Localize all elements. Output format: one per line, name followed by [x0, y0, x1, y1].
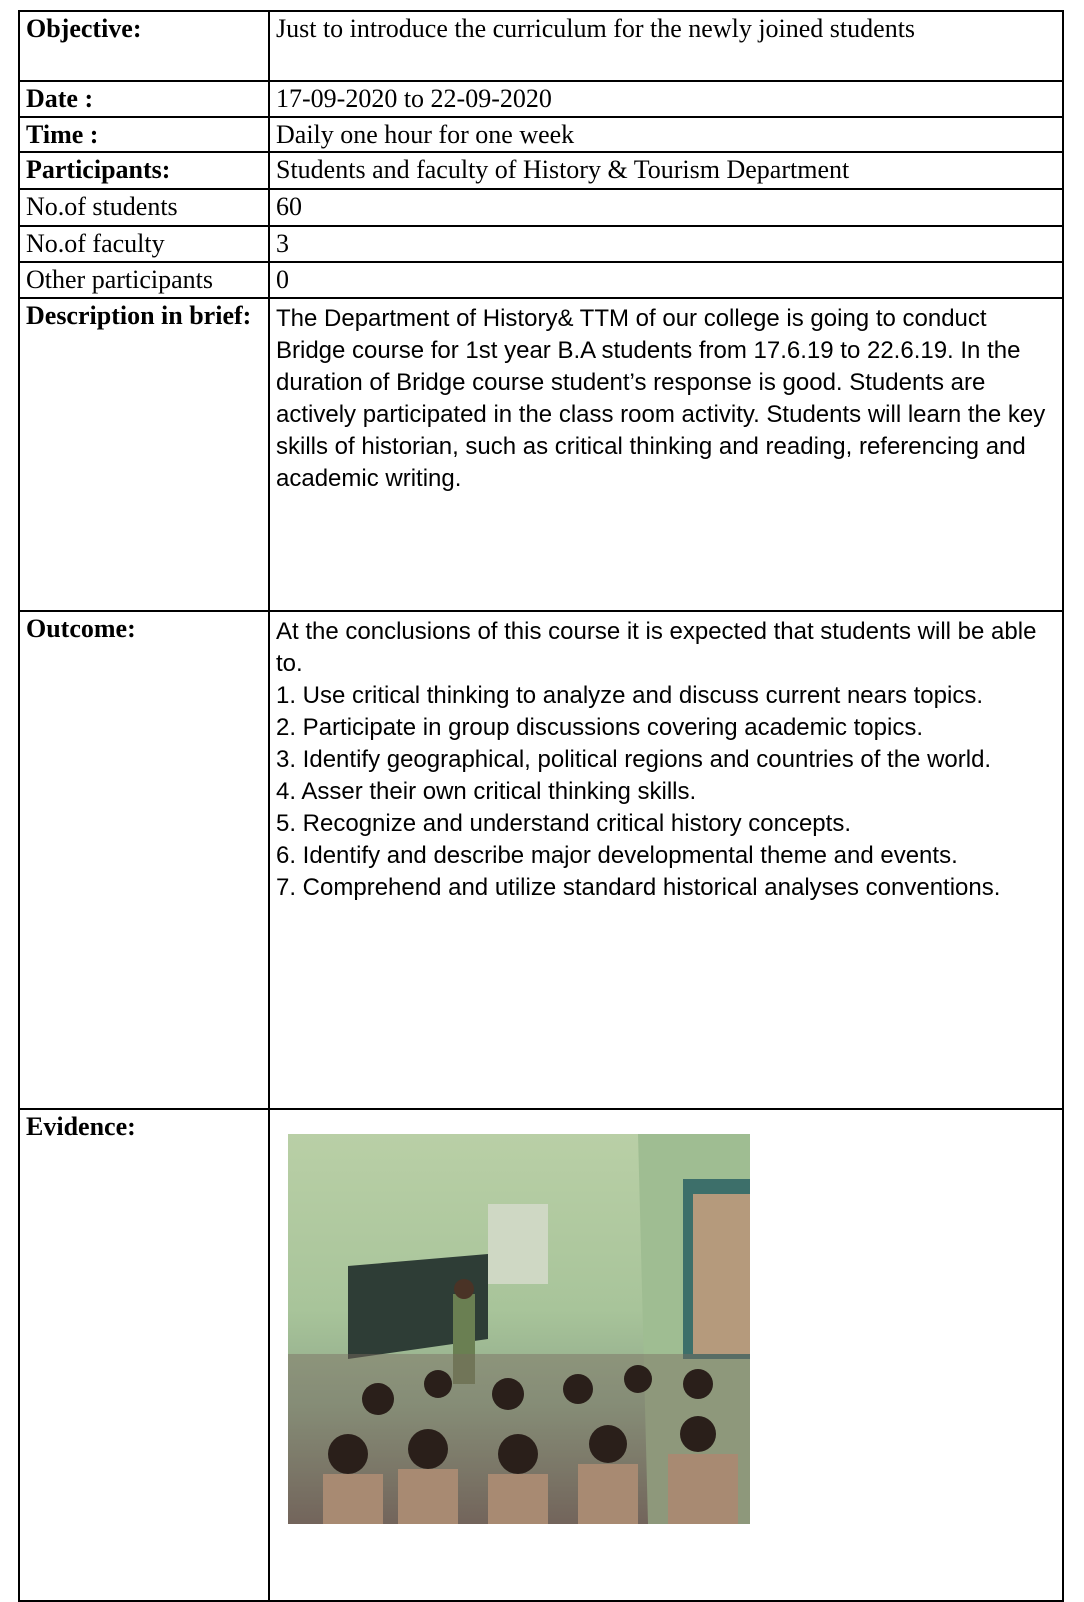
value: 17-09-2020 to 22-09-2020: [268, 80, 1064, 118]
label: Evidence:: [18, 1108, 270, 1602]
row: Participants: Students and faculty of His…: [18, 151, 1064, 190]
outcome-item: 7. Comprehend and utilize standard histo…: [276, 874, 1001, 901]
row: No.of students 60: [18, 188, 1064, 227]
value: 3: [268, 225, 1064, 263]
label: Time :: [18, 116, 270, 153]
outcome-item: 2. Participate in group discussions cove…: [276, 714, 923, 741]
row: Description in brief: The Department of H…: [18, 297, 1064, 612]
row: Other participants 0: [18, 261, 1064, 299]
description: The Department of History& TTM of our co…: [268, 297, 1064, 612]
value: Daily one hour for one week: [268, 116, 1064, 153]
photo-drawing: [288, 1134, 750, 1524]
row: Date :17-09-2020 to 22-09-2020: [18, 80, 1064, 118]
label: Date :: [18, 80, 270, 118]
label: No.of students: [18, 188, 270, 227]
value: Just to introduce the curriculum for the…: [268, 10, 1064, 82]
outcome-item: 5. Recognize and understand critical his…: [276, 810, 851, 837]
label: Description in brief:: [18, 297, 270, 612]
outcome-item: 4. Asser their own critical thinking ski…: [276, 778, 697, 805]
value: Students and faculty of History & Touris…: [268, 151, 1064, 190]
label: Participants:: [18, 151, 270, 190]
outcome-item: 3. Identify geographical, political regi…: [276, 746, 992, 773]
label: Objective:: [18, 10, 270, 82]
outcome: At the conclusions of this course it is …: [268, 610, 1064, 1110]
value: 0: [268, 261, 1064, 299]
row: Evidence:: [18, 1108, 1064, 1602]
outcome-item: 1. Use critical thinking to analyze and …: [276, 682, 984, 709]
evidence: [268, 1108, 1064, 1602]
value: 60: [268, 188, 1064, 227]
outcome-intro: At the conclusions of this course it is …: [276, 618, 1037, 677]
row: No.of faculty 3: [18, 225, 1064, 263]
evidence-photo: [288, 1134, 750, 1524]
row: Objective: Just to introduce the curricul…: [18, 10, 1064, 82]
report-table: Objective: Just to introduce the curricul…: [18, 10, 1064, 1602]
label: Outcome:: [18, 610, 270, 1110]
row: Time : Daily one hour for one week: [18, 116, 1064, 153]
outcome-item: 6. Identify and describe major developme…: [276, 842, 958, 869]
label: Other participants: [18, 261, 270, 299]
row: Outcome: At the conclusions of this cour…: [18, 610, 1064, 1110]
label: No.of faculty: [18, 225, 270, 263]
